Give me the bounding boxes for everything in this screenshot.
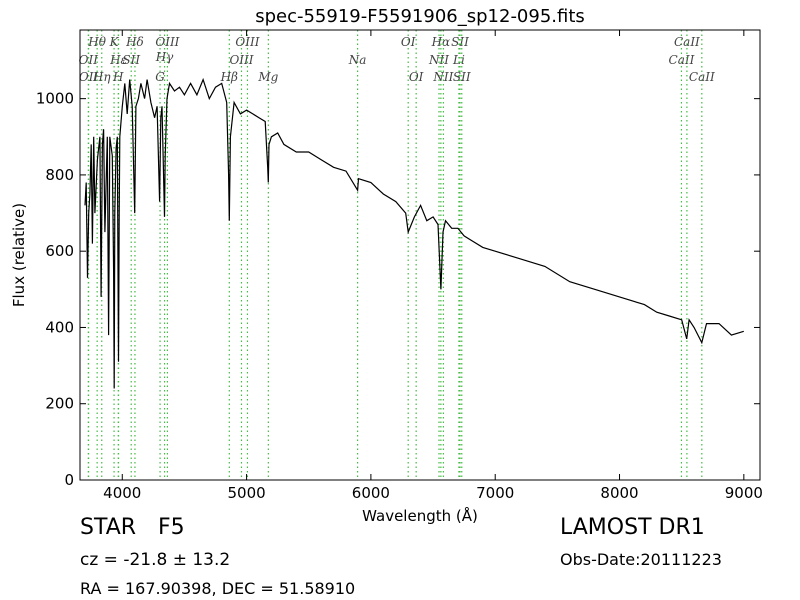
spectral-line-label: Hε <box>109 53 127 67</box>
spectral-line-label: Hβ <box>220 70 238 84</box>
spectral-line-label: K <box>109 35 120 49</box>
spectral-line-label: OII <box>79 70 99 84</box>
x-tick-label: 6000 <box>352 484 390 502</box>
plot-frame <box>79 29 761 481</box>
spectral-line-label: Li <box>452 53 465 67</box>
obs-date: Obs-Date:20111223 <box>560 550 722 569</box>
spectral-line-label: Hθ <box>87 35 106 49</box>
spectral-line-label: Hγ <box>155 50 174 64</box>
redshift: cz = -21.8 ± 13.2 <box>80 550 230 570</box>
spectral-line-label: H <box>112 70 124 84</box>
x-tick-label: 9000 <box>725 484 763 502</box>
x-tick-label: 8000 <box>600 484 638 502</box>
spectral-line-label: NII <box>432 70 453 84</box>
spectral-line-label: SII <box>122 53 140 67</box>
spectral-line-label: Na <box>348 53 367 67</box>
spectral-line-label: G <box>155 70 165 84</box>
spectral-line-label: NII <box>428 53 449 67</box>
spectral-line-label: Hη <box>92 70 111 84</box>
y-tick-label: 400 <box>45 318 74 336</box>
x-tick-label: 4000 <box>103 484 141 502</box>
spectral-line-label: OIII <box>229 53 253 67</box>
spectral-line-label: Mg <box>257 70 278 84</box>
y-axis-label: Flux (relative) <box>10 203 28 307</box>
spectral-line-label: Hα <box>431 35 451 49</box>
x-tick-label: 5000 <box>227 484 265 502</box>
spectral-line-label: OIII <box>235 35 259 49</box>
subclass: F5 <box>158 515 185 540</box>
spectral-line-label: CaII <box>669 53 695 67</box>
x-tick-label: 7000 <box>476 484 514 502</box>
spectrum-line <box>84 77 744 389</box>
coordinates: RA = 167.90398, DEC = 51.58910 <box>80 579 355 598</box>
y-tick-label: 600 <box>45 242 74 260</box>
spectral-line-label: OII <box>79 53 99 67</box>
y-tick-label: 200 <box>45 395 74 413</box>
y-tick-label: 0 <box>64 471 74 489</box>
chart-title: spec-55919-F5591906_sp12-095.fits <box>255 6 585 27</box>
y-tick-label: 800 <box>45 166 74 184</box>
object-class: STAR <box>80 515 136 540</box>
spectral-line-label: CaII <box>689 70 715 84</box>
x-axis-label: Wavelength (Å) <box>362 506 478 525</box>
spectral-line-label: Hδ <box>125 35 144 49</box>
spectral-line-label: OI <box>401 35 416 49</box>
spectral-line-label: SII <box>453 70 471 84</box>
y-tick-label: 1000 <box>36 90 74 108</box>
survey: LAMOST DR1 <box>560 515 705 540</box>
spectral-line-label: OI <box>409 70 424 84</box>
spectral-line-label: SII <box>451 35 469 49</box>
spectral-line-label: OIII <box>155 35 179 49</box>
spectral-line-label: CaII <box>674 35 700 49</box>
